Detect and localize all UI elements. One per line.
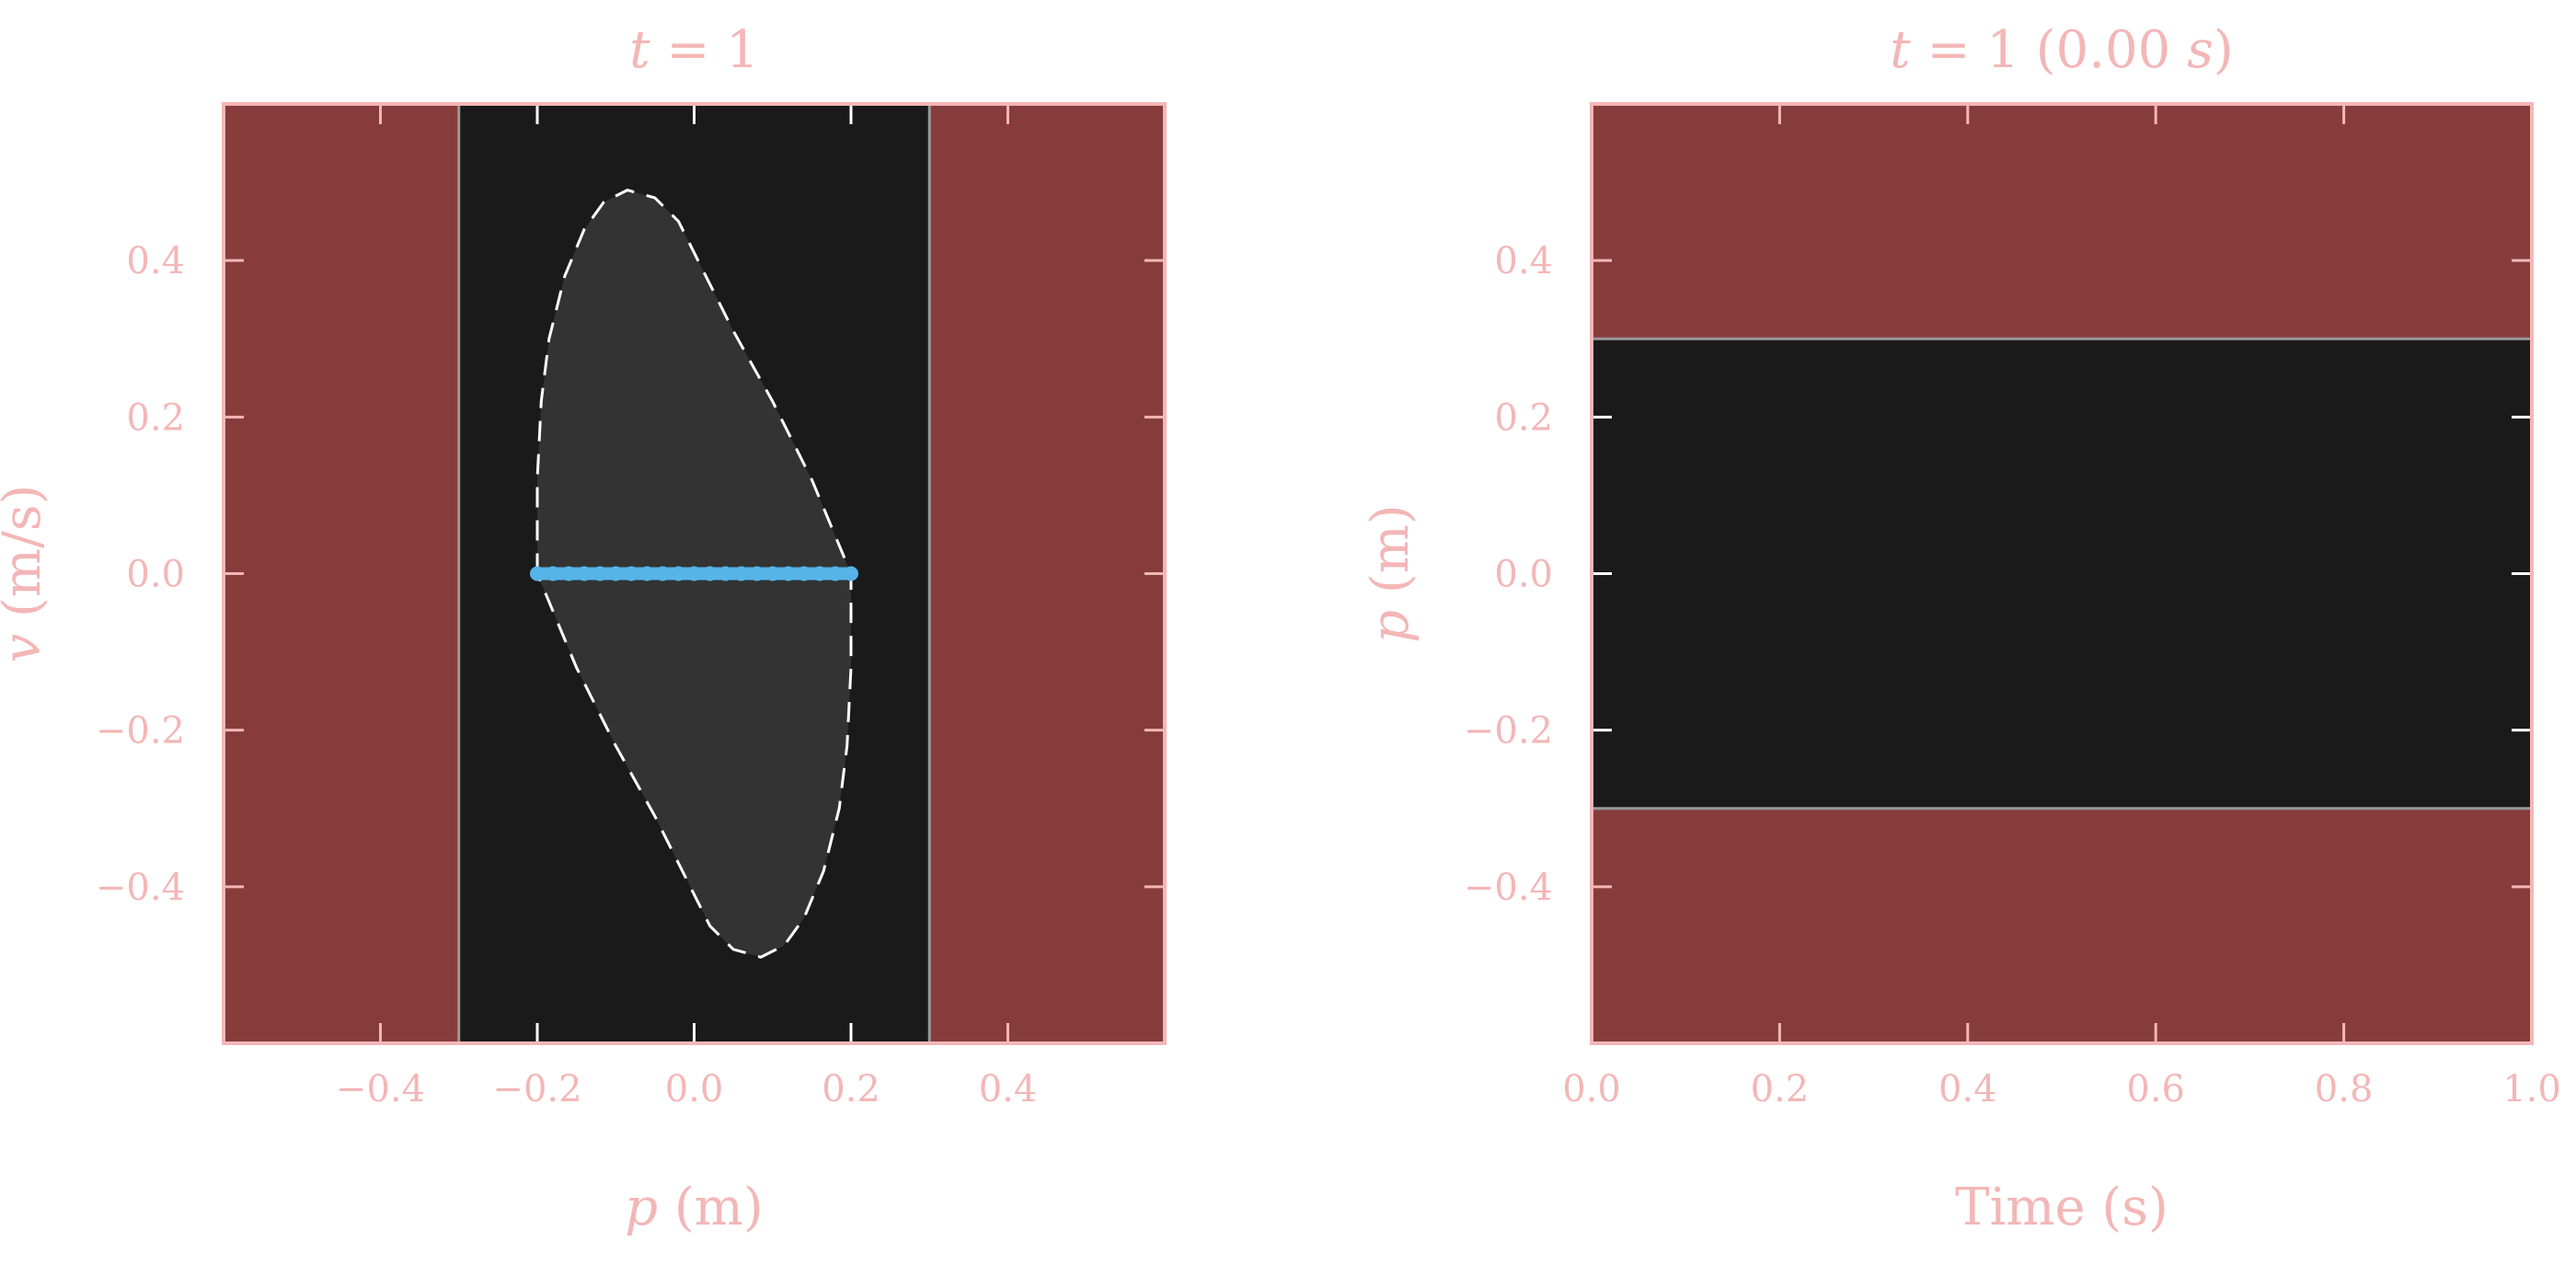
initial-state-point — [561, 566, 577, 581]
chart-title: t = 1 (0.00 s) — [1890, 20, 2233, 80]
y-tick-label: 0.4 — [1494, 240, 1553, 282]
axes-frame — [222, 102, 1167, 1045]
y-tick-label: 0.2 — [1494, 397, 1553, 439]
initial-state-point — [796, 566, 811, 581]
x-tick-label: 0.2 — [1751, 1068, 1810, 1110]
x-tick-label: 1.0 — [2502, 1068, 2561, 1110]
x-axis-label: p (m) — [625, 1178, 763, 1237]
initial-state-point — [749, 566, 765, 581]
y-axis-label: p (m) — [1361, 504, 1420, 642]
initial-state-point — [639, 566, 655, 581]
initial-state-point — [546, 566, 561, 581]
initial-state-point — [624, 566, 639, 581]
initial-state-point — [686, 566, 702, 581]
phase-plot-panel: −0.4 −0.2 0.0 0.2 0.4 −0.4 −0.2 0.0 0.2 0.4 t = 1 p… — [0, 20, 1167, 1237]
x-tick-label: 0.2 — [822, 1068, 880, 1110]
y-tick-label: 0.2 — [126, 397, 185, 439]
initial-state-point — [671, 566, 686, 581]
initial-state-point — [718, 566, 733, 581]
initial-state-point — [827, 566, 843, 581]
x-tick-label: −0.2 — [492, 1068, 581, 1110]
initial-state-point — [592, 566, 608, 581]
chart-title: t = 1 — [629, 20, 759, 80]
initial-state-point — [702, 566, 718, 581]
x-tick-label: −0.4 — [336, 1068, 425, 1110]
y-tick-label: 0.4 — [126, 240, 185, 282]
initial-state-point — [577, 566, 592, 581]
y-tick-label: 0.0 — [1494, 554, 1553, 596]
initial-state-point — [765, 566, 780, 581]
y-tick-label: −0.4 — [1464, 867, 1553, 909]
x-tick-label: 0.0 — [665, 1068, 724, 1110]
axes-frame — [1590, 102, 2534, 1045]
initial-state-point — [733, 566, 749, 581]
x-tick-label: 0.6 — [2126, 1068, 2185, 1110]
y-tick-label: −0.2 — [96, 710, 185, 753]
initial-state-point — [608, 566, 624, 581]
initial-state-point — [530, 566, 545, 581]
y-tick-label: −0.2 — [1464, 710, 1553, 753]
x-tick-label: 0.8 — [2315, 1068, 2374, 1110]
y-axis-label: v (m/s) — [0, 485, 52, 663]
y-tick-label: −0.4 — [96, 867, 185, 909]
initial-state-point — [844, 566, 858, 581]
initial-state-point — [811, 566, 827, 581]
initial-state-point — [655, 566, 671, 581]
safe-region — [1592, 339, 2532, 809]
x-tick-label: 0.4 — [979, 1068, 1038, 1110]
x-tick-label: 0.0 — [1562, 1068, 1621, 1110]
x-tick-label: 0.4 — [1938, 1068, 1997, 1110]
initial-state-point — [780, 566, 796, 581]
y-tick-label: 0.0 — [126, 554, 185, 596]
x-axis-label: Time (s) — [1955, 1178, 2168, 1237]
time-plot-panel: 0.0 0.2 0.4 0.6 0.8 1.0 −0.4 −0.2 0.0 0.2 0.4 t = 1… — [1361, 20, 2561, 1237]
